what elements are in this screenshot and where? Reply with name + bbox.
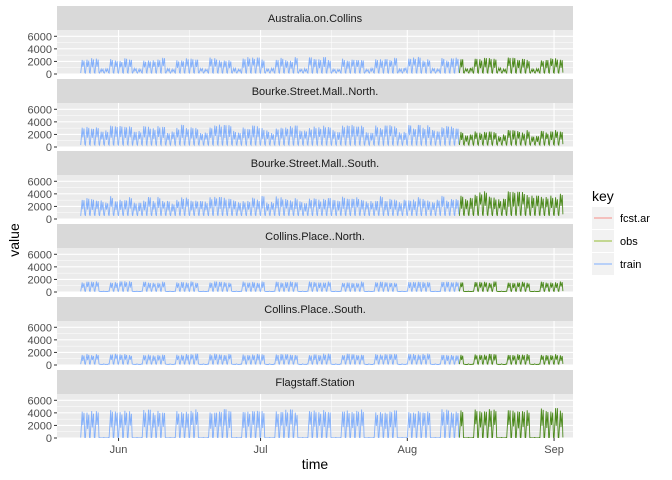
series-line-train [80,281,460,292]
y-tick-label: 4000 [28,44,52,56]
y-tick-label: 2000 [28,56,52,68]
y-tick-label: 6000 [28,31,52,43]
series-line-obs [458,408,564,438]
series-line-obs [458,353,564,365]
legend-label: obs [620,236,638,248]
facet-strip [57,6,573,30]
x-tick-label: Jul [254,444,268,456]
series-line-obs [458,129,564,147]
y-tick-label: 6000 [28,322,52,334]
x-tick-label: Aug [398,444,418,456]
series-line-train [80,56,460,74]
facet-strip [57,370,573,394]
y-tick-label: 0 [46,214,52,226]
y-tick-label: 0 [46,360,52,372]
y-axis-title: value [6,223,22,257]
series-line-train [80,124,460,147]
y-tick-label: 2000 [28,274,52,286]
x-axis: Jun Jul Aug Sep [110,438,564,456]
y-tick-label: 0 [46,142,52,154]
y-tick-label: 6000 [28,104,52,116]
y-tick-label: 4000 [28,262,52,274]
facet-panels: Australia.on.Collins0200040006000Bourke.… [28,6,573,445]
series-line-train [80,353,460,365]
facet-strip-label: Collins.Place..South. [264,304,366,316]
y-tick-label: 6000 [28,249,52,261]
y-tick-label: 2000 [28,129,52,141]
x-tick-label: Jun [110,444,128,456]
facet-strip-label: Australia.on.Collins [268,13,363,25]
legend-label: fcst.ar [620,213,650,225]
y-tick-label: 4000 [28,117,52,129]
facet-strip [57,297,573,321]
y-tick-label: 6000 [28,176,52,188]
legend-label: train [620,259,641,271]
y-tick-label: 4000 [28,189,52,201]
facet-strip-label: Flagstaff.Station [275,377,354,389]
y-tick-label: 2000 [28,201,52,213]
facet-strip-label: Bourke.Street.Mall..North. [252,86,379,98]
y-tick-label: 4000 [28,335,52,347]
legend-title: key [592,188,614,204]
y-tick-label: 6000 [28,395,52,407]
facet-strip-label: Collins.Place..North. [265,231,365,243]
series-line-obs [458,57,564,74]
y-tick-label: 4000 [28,408,52,420]
y-tick-label: 0 [46,287,52,299]
facet-strip-label: Bourke.Street.Mall..South. [251,158,379,170]
series-line-train [80,195,460,217]
y-tick-label: 2000 [28,420,52,432]
x-tick-label: Sep [544,444,564,456]
series-line-obs [458,281,564,292]
facet-strip [57,79,573,103]
legend: key fcst.ar obs train [592,188,650,275]
y-tick-label: 2000 [28,347,52,359]
facet-strip [57,151,573,175]
y-tick-label: 0 [46,433,52,445]
x-axis-title: time [302,456,329,472]
y-tick-label: 0 [46,69,52,81]
series-line-obs [458,191,564,217]
series-line-train [80,409,460,438]
facet-strip [57,224,573,248]
